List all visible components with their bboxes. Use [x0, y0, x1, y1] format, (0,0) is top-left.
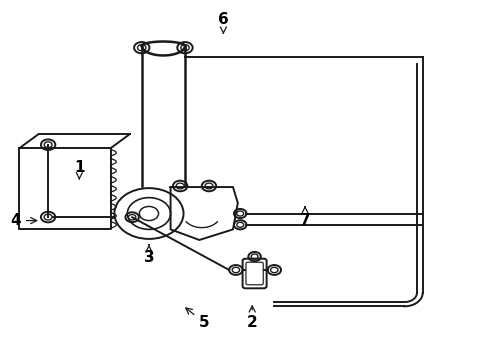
Text: 2: 2 [247, 306, 258, 330]
Text: 7: 7 [300, 207, 310, 228]
Text: 3: 3 [144, 244, 154, 265]
Text: 5: 5 [186, 308, 210, 330]
Text: 4: 4 [10, 213, 37, 228]
Text: 6: 6 [218, 12, 229, 33]
Text: 1: 1 [74, 160, 85, 179]
